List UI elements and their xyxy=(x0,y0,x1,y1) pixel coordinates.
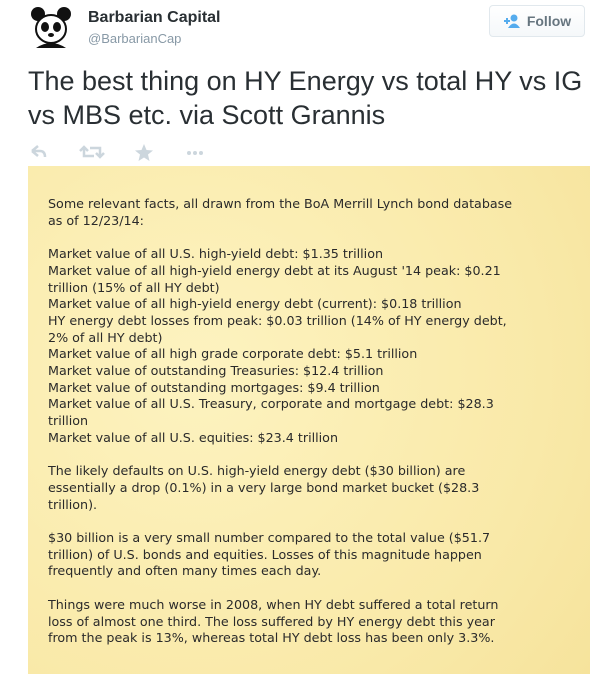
image-text: Some relevant facts, all drawn from the … xyxy=(48,196,512,647)
text-line: HY energy debt losses from peak: $0.03 t… xyxy=(48,312,507,328)
paragraph: Some relevant facts, all drawn from the … xyxy=(48,196,512,229)
text-line: Market value of outstanding Treasuries: … xyxy=(48,363,384,379)
text-line: Things were much worse in 2008, when HY … xyxy=(48,596,499,612)
text-line: The likely defaults on U.S. high-yield e… xyxy=(48,463,466,479)
text-line: loss of almost one third. The loss suffe… xyxy=(48,613,495,629)
text-line: from the peak is 13%, whereas total HY d… xyxy=(48,630,495,646)
paragraph: Market value of all U.S. high-yield debt… xyxy=(48,246,512,446)
favorite-icon[interactable] xyxy=(135,144,153,161)
follow-button[interactable]: Follow xyxy=(489,5,585,37)
paragraph: $30 billion is a very small number compa… xyxy=(48,530,512,580)
text-line: trillion (15% of all HY debt) xyxy=(48,279,220,295)
paragraph: The likely defaults on U.S. high-yield e… xyxy=(48,463,512,513)
more-icon[interactable] xyxy=(187,151,203,155)
text-line: Market value of all high-yield energy de… xyxy=(48,262,501,278)
tweet-image[interactable]: Some relevant facts, all drawn from the … xyxy=(28,166,590,674)
text-line: Market value of all U.S. equities: $23.4… xyxy=(48,429,338,445)
text-line: $30 billion is a very small number compa… xyxy=(48,530,491,546)
text-line: Market value of all high-yield energy de… xyxy=(48,296,462,312)
user-handle[interactable]: @BarbarianCap xyxy=(88,31,182,46)
text-line: trillion). xyxy=(48,496,98,512)
follow-icon xyxy=(503,14,520,28)
text-line: Market value of all U.S. high-yield debt… xyxy=(48,246,384,262)
user-name[interactable]: Barbarian Capital xyxy=(88,9,221,26)
retweet-icon[interactable] xyxy=(79,145,105,159)
reply-icon[interactable] xyxy=(31,145,47,158)
avatar[interactable] xyxy=(28,4,74,50)
paragraph: Things were much worse in 2008, when HY … xyxy=(48,597,512,647)
text-line: essentially a drop (0.1%) in a very larg… xyxy=(48,479,480,495)
tweet-text: The best thing on HY Energy vs total HY … xyxy=(28,66,583,130)
text-line: frequently and often many times each day… xyxy=(48,563,322,579)
text-line: as of 12/23/14: xyxy=(48,212,144,228)
text-line: trillion) of U.S. bonds and equities. Lo… xyxy=(48,546,482,562)
tweet-actions xyxy=(31,144,203,161)
text-line: Market value of outstanding mortgages: $… xyxy=(48,379,380,395)
text-line: trillion xyxy=(48,413,89,429)
text-line: Market value of all U.S. Treasury, corpo… xyxy=(48,396,494,412)
follow-label: Follow xyxy=(526,13,572,29)
text-line: 2% of all HY debt) xyxy=(48,329,163,345)
text-line: Some relevant facts, all drawn from the … xyxy=(48,196,513,211)
text-line: Market value of all high grade corporate… xyxy=(48,346,418,362)
